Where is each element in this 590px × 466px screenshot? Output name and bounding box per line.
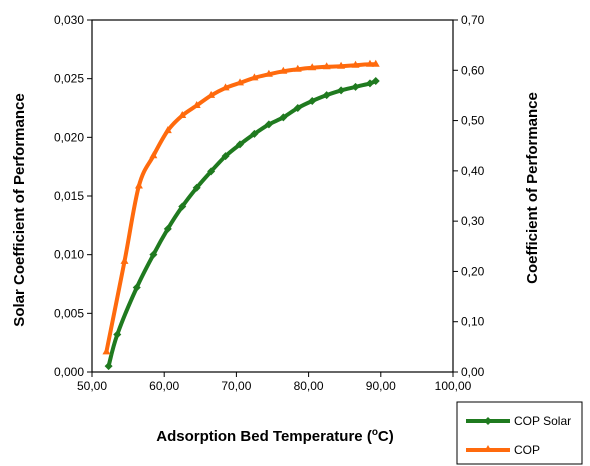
y-right-tick-label: 0,30	[461, 214, 485, 228]
data-point-cop	[120, 256, 129, 264]
y-right-tick-label: 0,00	[461, 365, 485, 379]
x-axis-title-suffix: C)	[378, 428, 394, 445]
legend-marker-cop	[484, 445, 492, 452]
x-tick-label: 90,00	[366, 379, 396, 393]
legend-label-cop: COP	[514, 443, 540, 457]
data-point-cop	[351, 60, 360, 68]
x-tick-label: 60,00	[149, 379, 179, 393]
series-line-cop-solar	[106, 79, 378, 369]
data-point-cop-solar	[163, 224, 172, 233]
y-right-tick-label: 0,10	[461, 315, 485, 329]
data-point-cop-solar	[337, 86, 346, 95]
data-point-cop-solar	[149, 250, 158, 259]
x-tick-label: 80,00	[294, 379, 324, 393]
y-right-tick-label: 0,60	[461, 63, 485, 77]
legend-box	[456, 401, 583, 465]
y-right-tick-label: 0,40	[461, 164, 485, 178]
x-tick-label: 100,00	[435, 379, 472, 393]
y-right-tick-label: 0,70	[461, 13, 485, 27]
data-point-cop	[163, 126, 172, 134]
data-point-cop	[293, 64, 302, 72]
data-point-cop-solar	[132, 283, 141, 292]
data-point-cop	[192, 100, 201, 108]
y-axis-left: 0,000 0,005 0,010 0,015 0,020 0,025 0,030	[54, 13, 92, 379]
data-point-cop	[236, 78, 245, 86]
legend: COP Solar COP	[456, 401, 583, 465]
y-left-tick-label: 0,005	[54, 306, 84, 320]
x-axis-title-superscript: o	[372, 427, 378, 438]
series-layer	[102, 59, 380, 371]
data-point-cop	[279, 66, 288, 74]
data-point-cop	[102, 347, 111, 355]
data-point-cop-solar	[293, 104, 302, 112]
data-point-cop-solar	[221, 152, 230, 161]
x-tick-label: 70,00	[221, 379, 251, 393]
y-right-tick-label: 0,50	[461, 114, 485, 128]
data-point-cop-solar	[365, 79, 374, 88]
data-point-cop	[178, 111, 187, 119]
data-point-cop	[322, 62, 331, 70]
x-axis-title-main: Adsorption Bed Temperature (	[156, 428, 372, 445]
y-right-tick-label: 0,20	[461, 264, 485, 278]
data-point-cop	[337, 61, 346, 69]
data-point-cop-solar	[236, 140, 245, 149]
data-point-cop-solar	[113, 330, 122, 339]
data-point-cop-solar	[178, 202, 187, 211]
y-left-tick-label: 0,010	[54, 248, 84, 262]
data-point-cop	[371, 59, 380, 67]
legend-marker-cop-solar	[484, 417, 492, 425]
x-axis: 50,00 60,00 70,00 80,00 90,00 100,00	[77, 372, 472, 393]
y-left-tick-label: 0,030	[54, 13, 84, 27]
data-point-cop-solar	[351, 82, 360, 91]
series-line-cop	[104, 62, 378, 354]
y-axis-left-title: Solar Coefficient of Performance	[11, 93, 28, 326]
series-cop	[102, 59, 380, 355]
data-point-cop-solar	[207, 167, 216, 176]
data-point-cop	[134, 181, 143, 189]
data-point-cop	[264, 69, 273, 77]
data-point-cop-solar	[264, 120, 273, 129]
data-point-cop-solar	[322, 91, 331, 100]
y-axis-right-title: Coefficient of Performance	[524, 92, 541, 284]
data-point-cop-solar	[250, 129, 259, 138]
data-point-cop	[207, 90, 216, 98]
legend-item-cop: COP	[466, 443, 540, 457]
y-axis-right: 0,00 0,10 0,20 0,30 0,40 0,50 0,60 0,70	[453, 13, 485, 379]
data-point-cop-solar	[371, 77, 380, 86]
data-point-cop-solar	[279, 113, 288, 122]
data-point-cop-solar	[308, 96, 317, 105]
legend-label-cop-solar: COP Solar	[514, 414, 571, 428]
data-point-cop	[221, 83, 230, 91]
y-left-tick-label: 0,015	[54, 189, 84, 203]
data-point-cop	[308, 63, 317, 71]
data-point-cop	[149, 151, 158, 159]
data-point-cop-solar	[192, 183, 201, 192]
series-cop-solar	[104, 77, 380, 371]
data-point-cop	[365, 59, 374, 67]
data-point-cop	[250, 73, 259, 81]
x-tick-label: 50,00	[77, 379, 107, 393]
y-left-tick-label: 0,000	[54, 365, 84, 379]
y-left-tick-label: 0,025	[54, 72, 84, 86]
legend-item-cop-solar: COP Solar	[466, 414, 571, 428]
data-point-cop-solar	[104, 362, 113, 371]
y-left-tick-label: 0,020	[54, 130, 84, 144]
x-axis-title: Adsorption Bed Temperature (oC)	[156, 427, 394, 445]
